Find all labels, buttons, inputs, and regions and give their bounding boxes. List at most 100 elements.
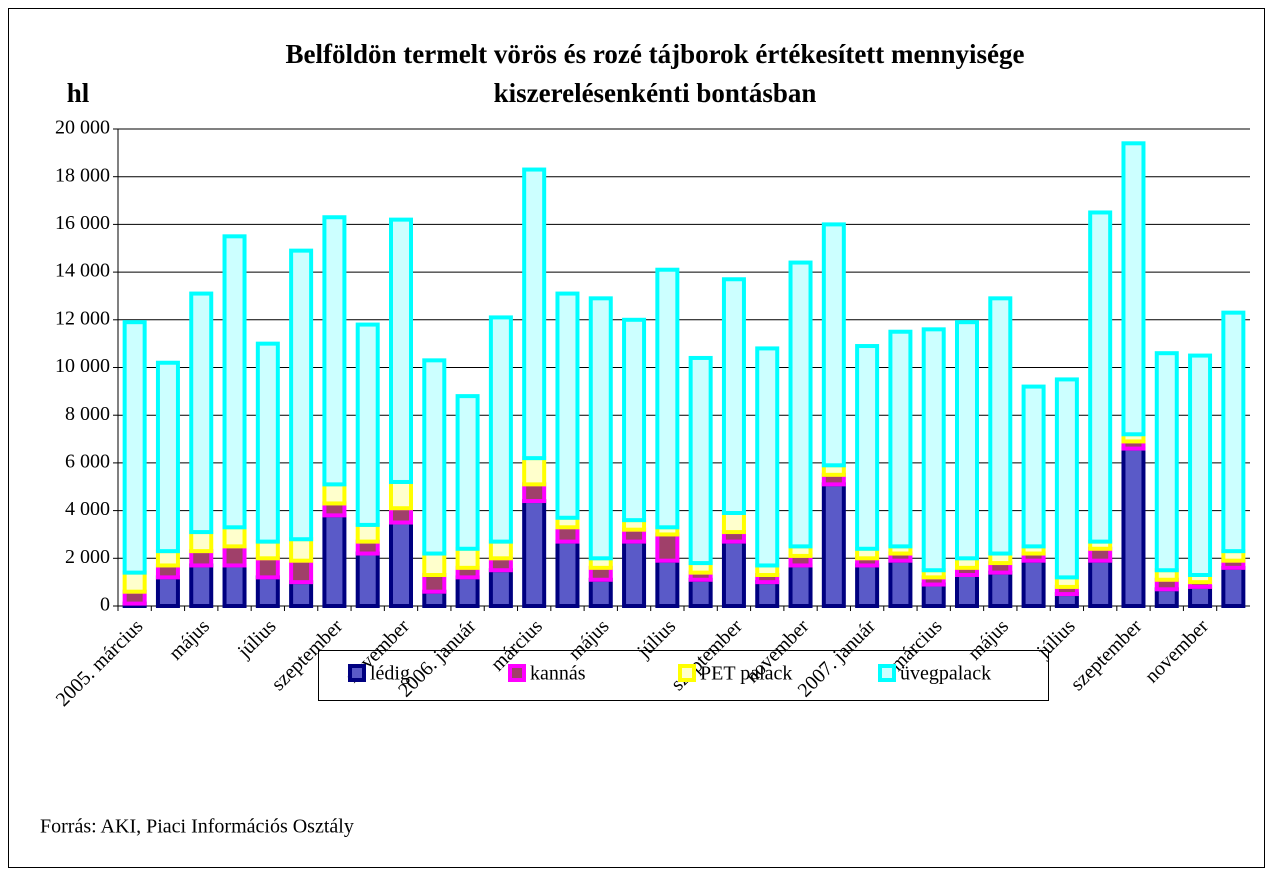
bar-segment — [721, 277, 746, 515]
bar-segment — [155, 360, 180, 554]
bar-segment — [921, 582, 946, 608]
y-tick-label: 12 000 — [55, 307, 110, 329]
bar-segment — [688, 355, 713, 566]
bar-segment — [888, 558, 913, 608]
bar-segment — [322, 482, 347, 506]
bar-segment — [255, 539, 280, 561]
bar-segment — [122, 320, 147, 575]
bar-segment — [522, 482, 547, 504]
bar-segment — [455, 575, 480, 609]
bar-segment — [988, 296, 1013, 556]
bar-segment — [488, 315, 513, 544]
bar-segment — [1154, 587, 1179, 608]
bar-segment — [555, 291, 580, 520]
y-tick-label: 8 000 — [65, 403, 110, 425]
bar-segment — [488, 568, 513, 608]
bar-segment — [1021, 558, 1046, 608]
bar-segment — [322, 513, 347, 608]
y-axis-label: hl — [67, 78, 90, 108]
bar-segment — [888, 329, 913, 549]
bar-segment — [289, 537, 314, 563]
bar-segment — [821, 222, 846, 468]
bar-segment — [289, 558, 314, 585]
bar-segment — [189, 549, 214, 568]
bar-segment — [721, 539, 746, 608]
bar-segment — [289, 248, 314, 542]
legend-swatch — [678, 664, 696, 682]
bar-segment — [955, 572, 979, 608]
bar-segment — [455, 546, 480, 570]
bar-segment — [921, 327, 946, 573]
bar-segment — [655, 532, 680, 563]
bar-segment — [1121, 446, 1146, 608]
legend-label: lédig — [370, 663, 410, 685]
bar-segment — [588, 577, 613, 609]
bar-segment — [1188, 584, 1213, 608]
bar-segment — [155, 575, 180, 609]
bar-segment — [355, 551, 380, 609]
bar-segment — [488, 539, 513, 561]
bar-segment — [755, 346, 780, 568]
bar-segment — [155, 549, 180, 568]
chart-title: kiszerelésenkénti bontásban — [494, 78, 817, 108]
bar-segment — [622, 539, 647, 608]
bar-segment — [555, 525, 580, 544]
bar-segment — [688, 577, 713, 609]
bar-segment — [389, 506, 413, 525]
bar-segment — [522, 167, 547, 461]
bar-segment — [588, 296, 613, 561]
bar-segment — [189, 291, 214, 535]
legend-label: PET palack — [700, 663, 792, 685]
legend-swatch — [878, 664, 896, 682]
bar-segment — [122, 570, 147, 594]
bar-segment — [222, 544, 247, 568]
bar-segment — [355, 522, 380, 544]
bar-segment — [721, 510, 746, 535]
legend-swatch — [348, 664, 366, 682]
bar-segment — [788, 260, 813, 549]
bar-segment — [422, 551, 447, 577]
source-note: Forrás: AKI, Piaci Információs Osztály — [40, 816, 354, 838]
chart-title: Belföldön termelt vörös és rozé tájborok… — [285, 39, 1024, 69]
bar-segment — [222, 234, 247, 530]
bar-segment — [1121, 141, 1146, 437]
bar-segment — [389, 479, 413, 511]
bar-segment — [1188, 353, 1213, 577]
bar-segment — [988, 570, 1013, 608]
bar-segment — [389, 520, 413, 609]
bar-segment — [1221, 565, 1246, 609]
bar-segment — [189, 563, 214, 609]
bar-segment — [1154, 351, 1179, 573]
bar-segment — [1088, 210, 1113, 544]
bar-segment — [955, 320, 979, 561]
y-tick-label: 18 000 — [55, 164, 110, 186]
y-tick-label: 0 — [100, 594, 110, 616]
bar-segment — [222, 563, 247, 609]
bar-segment — [322, 215, 347, 487]
legend-label: kannás — [530, 663, 586, 685]
bar-segment — [522, 456, 547, 487]
bar-segment — [422, 589, 447, 609]
y-tick-label: 4 000 — [65, 498, 110, 520]
bar-segment — [455, 394, 480, 551]
bar-segment — [1021, 384, 1046, 549]
bar-segment — [255, 575, 280, 609]
bar-segment — [855, 563, 880, 609]
y-tick-label: 6 000 — [65, 450, 110, 472]
bar-segment — [422, 358, 447, 556]
y-tick-label: 10 000 — [55, 355, 110, 377]
bar-segment — [1221, 310, 1246, 554]
y-tick-label: 16 000 — [55, 212, 110, 234]
bar-segment — [389, 217, 413, 484]
bar-segment — [422, 572, 447, 594]
bar-segment — [255, 556, 280, 580]
bar-segment — [355, 322, 380, 527]
bar-segment — [555, 539, 580, 608]
bar-segment — [655, 267, 680, 530]
bar-segment — [222, 525, 247, 549]
bar-segment — [655, 558, 680, 608]
legend-label: üvegpalack — [900, 663, 991, 685]
bar-segment — [1054, 377, 1079, 580]
bar-segment — [622, 317, 647, 523]
